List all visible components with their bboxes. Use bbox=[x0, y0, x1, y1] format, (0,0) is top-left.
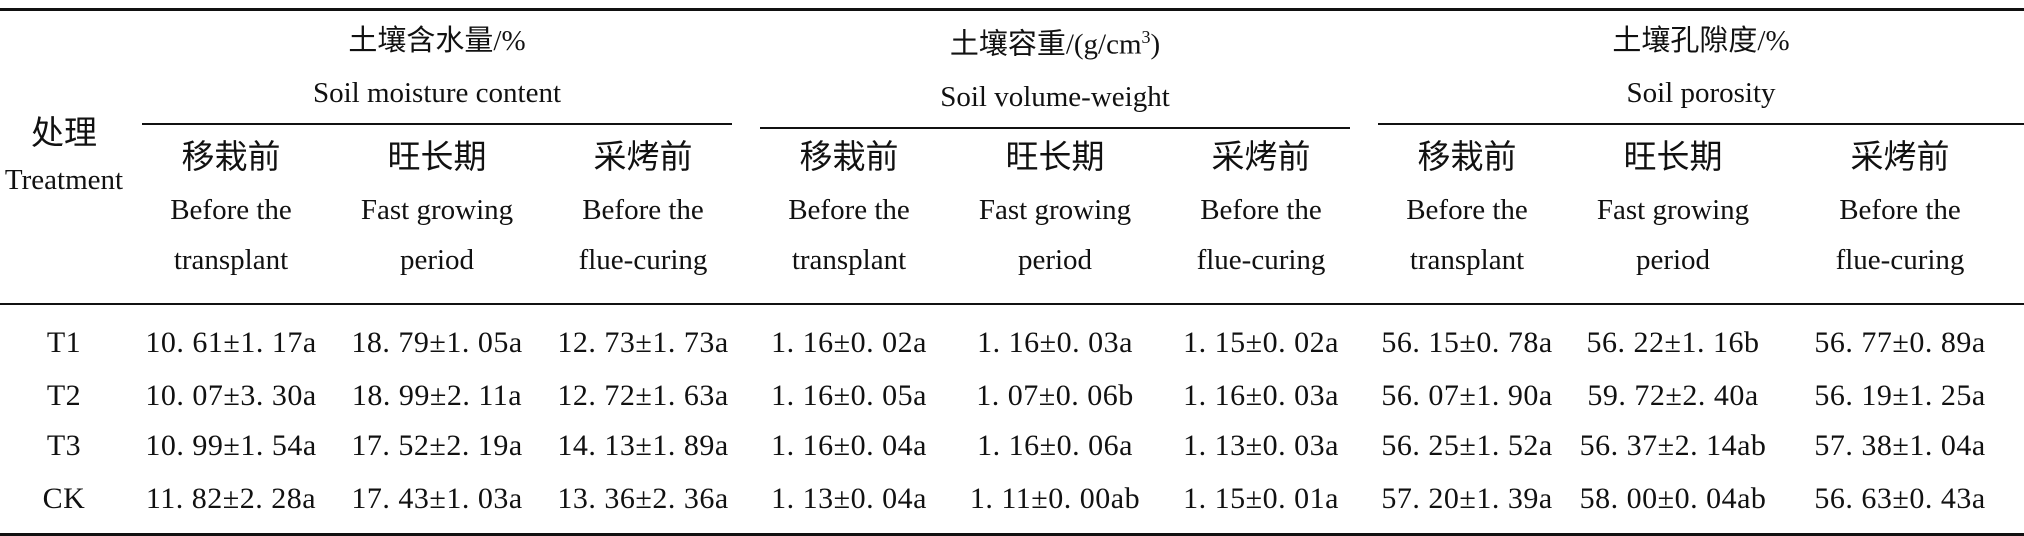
period-cn: 移栽前 bbox=[799, 139, 899, 176]
table-row: T3 10. 99±1. 54a 17. 52±2. 19a 14. 13±1.… bbox=[0, 421, 2024, 471]
table-cell: 10. 99±1. 54a bbox=[145, 428, 317, 462]
period-header: 移栽前 Before the transplant bbox=[1364, 128, 1570, 305]
table-cell: 1. 13±0. 03a bbox=[1183, 428, 1339, 462]
group-header-volume-weight: 土壤容重/(g/cm3) Soil volume-weight bbox=[746, 7, 1364, 129]
table-cell: 1. 16±0. 03a bbox=[977, 325, 1133, 359]
period-en1: Fast growing bbox=[360, 193, 514, 226]
treatment-label: T3 bbox=[46, 428, 82, 462]
soil-properties-table: 处理 Treatment 土壤含水量/% Soil moisture conte… bbox=[0, 7, 2024, 536]
table-cell: 57. 20±1. 39a bbox=[1364, 470, 1570, 536]
period-en2: flue-curing bbox=[578, 243, 708, 276]
period-cn: 旺长期 bbox=[1005, 139, 1105, 176]
period-en1: Before the bbox=[1839, 193, 1961, 226]
table-cell: 56. 77±0. 89a bbox=[1814, 325, 1986, 359]
period-header: 采烤前 Before the flue-curing bbox=[540, 128, 746, 305]
group-volume-weight-en: Soil volume-weight bbox=[940, 80, 1170, 113]
table-cell: 10. 07±3. 30a bbox=[145, 378, 317, 412]
period-cn: 采烤前 bbox=[593, 139, 693, 176]
group-header-moisture: 土壤含水量/% Soil moisture content bbox=[128, 7, 746, 129]
period-header: 采烤前 Before the flue-curing bbox=[1158, 128, 1364, 305]
table-cell: 58. 00±0. 04ab bbox=[1570, 470, 1776, 536]
period-cn: 采烤前 bbox=[1850, 139, 1950, 176]
period-en1: Before the bbox=[1406, 193, 1528, 226]
group-porosity-cn: 土壤孔隙度/% bbox=[1612, 24, 1790, 57]
period-en1: Before the bbox=[1200, 193, 1322, 226]
group-header-porosity: 土壤孔隙度/% Soil porosity bbox=[1364, 7, 2024, 129]
group-porosity-en: Soil porosity bbox=[1626, 76, 1776, 109]
period-header: 旺长期 Fast growing period bbox=[1570, 128, 1776, 305]
group-volume-weight-cn: 土壤容重/(g/cm3) bbox=[760, 11, 1350, 71]
period-header: 采烤前 Before the flue-curing bbox=[1776, 128, 2024, 305]
period-en2: transplant bbox=[1409, 243, 1525, 276]
table-cell: 1. 11±0. 00ab bbox=[952, 470, 1158, 536]
table-cell: 12. 72±1. 63a bbox=[557, 378, 729, 412]
table-cell: 59. 72±2. 40a bbox=[1587, 378, 1759, 412]
group-volume-weight-cn-suffix: ) bbox=[1150, 28, 1161, 61]
treatment-header-en: Treatment bbox=[4, 163, 124, 196]
table-cell: 11. 82±2. 28a bbox=[128, 470, 334, 536]
period-en2: period bbox=[1635, 243, 1711, 276]
table-cell: 56. 37±2. 14ab bbox=[1579, 428, 1767, 462]
treatment-header: 处理 Treatment bbox=[0, 7, 128, 305]
table-cell: 56. 19±1. 25a bbox=[1814, 378, 1986, 412]
table-cell: 56. 63±0. 43a bbox=[1776, 470, 2024, 536]
treatment-label: T1 bbox=[46, 325, 82, 359]
table-cell: 1. 16±0. 04a bbox=[771, 428, 927, 462]
table-cell: 10. 61±1. 17a bbox=[145, 325, 317, 359]
table-cell: 1. 16±0. 05a bbox=[771, 378, 927, 412]
table-cell: 1. 07±0. 06b bbox=[976, 378, 1134, 412]
table-cell: 56. 07±1. 90a bbox=[1381, 378, 1553, 412]
table-cell: 56. 22±1. 16b bbox=[1586, 325, 1760, 359]
table-cell: 14. 13±1. 89a bbox=[557, 428, 729, 462]
treatment-label: T2 bbox=[46, 378, 82, 412]
data-table-container: 处理 Treatment 土壤含水量/% Soil moisture conte… bbox=[0, 7, 2024, 536]
period-en2: flue-curing bbox=[1196, 243, 1326, 276]
table-cell: 1. 15±0. 01a bbox=[1158, 470, 1364, 536]
table-cell: 1. 16±0. 03a bbox=[1183, 378, 1339, 412]
group-volume-weight-cn-prefix: 土壤容重/(g/cm bbox=[949, 28, 1142, 61]
period-en2: transplant bbox=[791, 243, 907, 276]
period-header: 旺长期 Fast growing period bbox=[334, 128, 540, 305]
period-en1: Before the bbox=[788, 193, 910, 226]
group-moisture-en: Soil moisture content bbox=[312, 76, 562, 109]
table-cell: 18. 79±1. 05a bbox=[351, 325, 523, 359]
period-en2: period bbox=[1017, 243, 1093, 276]
table-row: T1 10. 61±1. 17a 18. 79±1. 05a 12. 73±1.… bbox=[0, 304, 2024, 371]
group-moisture-cn: 土壤含水量/% bbox=[348, 24, 526, 57]
table-cell: 1. 16±0. 06a bbox=[977, 428, 1133, 462]
treatment-label: CK bbox=[0, 470, 128, 536]
table-cell: 1. 15±0. 02a bbox=[1183, 325, 1339, 359]
table-row: CK 11. 82±2. 28a 17. 43±1. 03a 13. 36±2.… bbox=[0, 470, 2024, 536]
table-cell: 17. 43±1. 03a bbox=[334, 470, 540, 536]
table-cell: 56. 25±1. 52a bbox=[1381, 428, 1553, 462]
table-cell: 13. 36±2. 36a bbox=[540, 470, 746, 536]
period-en2: transplant bbox=[173, 243, 289, 276]
treatment-header-cn: 处理 bbox=[31, 115, 97, 152]
table-cell: 1. 13±0. 04a bbox=[746, 470, 952, 536]
period-header: 移栽前 Before the transplant bbox=[128, 128, 334, 305]
group-header-row: 处理 Treatment 土壤含水量/% Soil moisture conte… bbox=[0, 7, 2024, 305]
period-en2: period bbox=[399, 243, 475, 276]
period-cn: 旺长期 bbox=[1623, 139, 1723, 176]
period-en1: Fast growing bbox=[1596, 193, 1750, 226]
period-header: 移栽前 Before the transplant bbox=[746, 128, 952, 305]
period-cn: 移栽前 bbox=[181, 139, 281, 176]
period-cn: 采烤前 bbox=[1211, 139, 1311, 176]
period-cn: 旺长期 bbox=[387, 139, 487, 176]
group-volume-weight-cn-sup: 3 bbox=[1141, 27, 1151, 47]
period-header: 旺长期 Fast growing period bbox=[952, 128, 1158, 305]
table-cell: 56. 15±0. 78a bbox=[1381, 325, 1553, 359]
period-en1: Before the bbox=[582, 193, 704, 226]
period-cn: 移栽前 bbox=[1417, 139, 1517, 176]
period-header-row: 移栽前 Before the transplant 旺长期 Fast growing p… bbox=[0, 128, 2024, 305]
period-en2: flue-curing bbox=[1835, 243, 1965, 276]
table-cell: 18. 99±2. 11a bbox=[351, 378, 523, 412]
table-cell: 12. 73±1. 73a bbox=[557, 325, 729, 359]
table-cell: 57. 38±1. 04a bbox=[1814, 428, 1986, 462]
period-en1: Fast growing bbox=[978, 193, 1132, 226]
table-cell: 1. 16±0. 02a bbox=[771, 325, 927, 359]
table-cell: 17. 52±2. 19a bbox=[351, 428, 523, 462]
table-row: T2 10. 07±3. 30a 18. 99±2. 11a 12. 72±1.… bbox=[0, 371, 2024, 421]
period-en1: Before the bbox=[170, 193, 292, 226]
